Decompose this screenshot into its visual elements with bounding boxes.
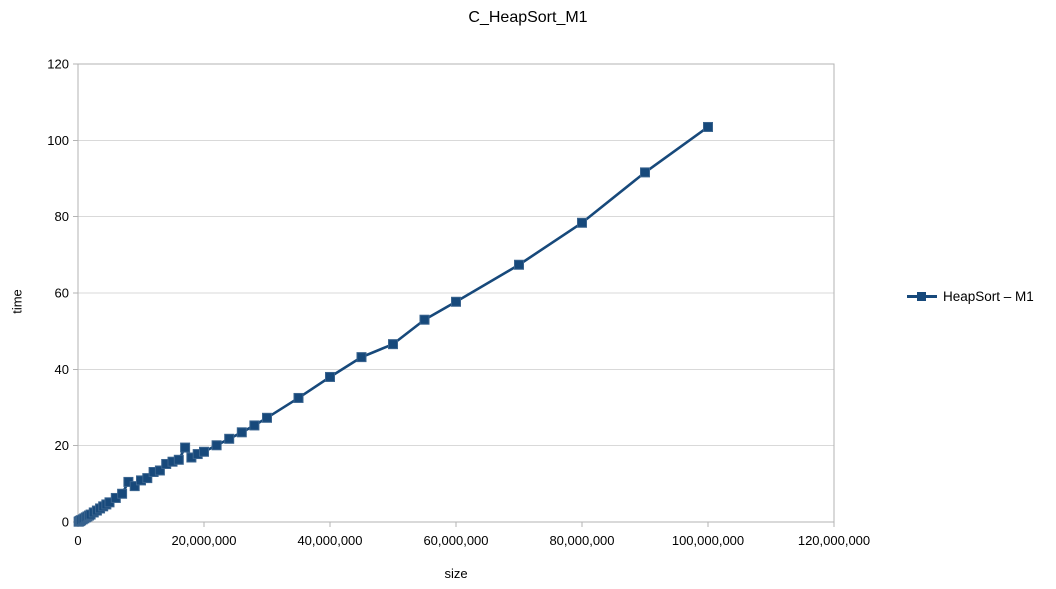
- x-tick-label: 0: [74, 533, 81, 548]
- x-tick-label: 20,000,000: [171, 533, 236, 548]
- data-point: [262, 412, 272, 423]
- data-point: [419, 314, 430, 325]
- y-tick-label: 40: [55, 362, 69, 377]
- x-tick-label: 120,000,000: [798, 533, 870, 548]
- y-axis-title: time: [9, 289, 25, 314]
- y-tick-label: 80: [55, 209, 69, 224]
- legend-series-marker-icon: [907, 292, 937, 301]
- data-point: [325, 371, 335, 382]
- y-tick-label: 60: [55, 286, 69, 301]
- data-point: [211, 440, 222, 451]
- x-tick-label: 80,000,000: [549, 533, 614, 548]
- x-tick-label: 40,000,000: [297, 533, 362, 548]
- data-point: [129, 481, 140, 492]
- x-tick-label: 60,000,000: [423, 533, 488, 548]
- legend-label: HeapSort – M1: [943, 289, 1034, 304]
- data-point: [514, 259, 524, 270]
- data-point: [224, 433, 235, 444]
- legend: HeapSort – M1: [907, 289, 1034, 304]
- y-tick-label: 0: [62, 515, 69, 530]
- data-point: [293, 392, 304, 403]
- y-tick-label: 100: [47, 133, 69, 148]
- y-tick-label: 120: [47, 57, 69, 72]
- data-point: [180, 442, 191, 453]
- data-point: [388, 339, 398, 350]
- data-point: [249, 420, 260, 431]
- data-point: [236, 427, 247, 438]
- data-point: [451, 296, 461, 307]
- x-tick-label: 100,000,000: [672, 533, 744, 548]
- data-point: [117, 488, 128, 499]
- data-point: [199, 446, 209, 457]
- y-tick-label: 20: [55, 438, 69, 453]
- x-axis-title: size: [444, 566, 468, 581]
- data-point: [640, 167, 650, 178]
- data-point: [142, 473, 153, 484]
- data-point: [154, 465, 165, 476]
- data-point: [173, 454, 184, 465]
- data-point: [703, 121, 713, 132]
- chart-title: C_HeapSort_M1: [468, 9, 588, 26]
- data-point: [356, 352, 367, 363]
- data-point: [577, 217, 587, 228]
- legend-square-icon: [917, 292, 926, 301]
